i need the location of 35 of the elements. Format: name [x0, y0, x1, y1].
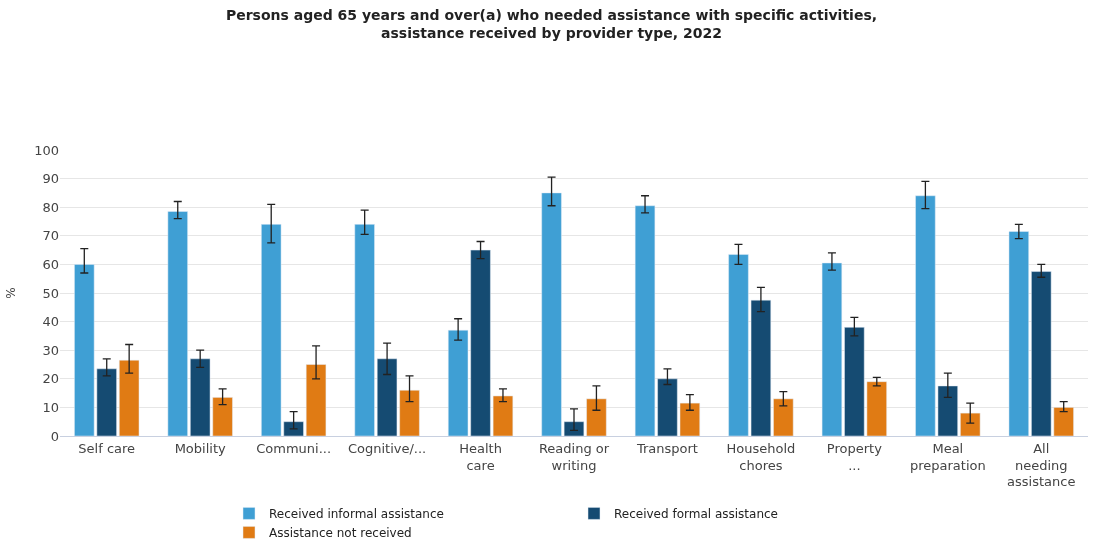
- y-tick-label: 60: [42, 256, 59, 272]
- y-tick-label: 100: [34, 142, 59, 158]
- x-tick-label: Household chores: [726, 440, 796, 473]
- x-tick-label: All needing assistance: [1007, 440, 1076, 490]
- bar: [960, 412, 981, 436]
- x-tick-label: Property ...: [826, 440, 883, 473]
- legend-label: Received informal assistance: [269, 507, 444, 522]
- x-tick-label: Meal preparation: [909, 440, 986, 473]
- bar: [119, 359, 140, 436]
- y-tick-label: 50: [42, 285, 59, 301]
- x-tick-label: Mobility: [174, 440, 226, 456]
- bar: [305, 364, 327, 436]
- y-tick-label: 20: [42, 371, 59, 387]
- x-tick-label: Self care: [78, 440, 136, 456]
- y-tick-label: 70: [42, 228, 59, 244]
- x-tick-label: Health care: [459, 440, 502, 473]
- bar: [354, 224, 375, 436]
- legend-label: Assistance not received: [269, 526, 412, 541]
- y-tick-label: 90: [42, 171, 59, 187]
- x-tick-label: Cognitive/...: [347, 440, 427, 456]
- bar: [773, 398, 794, 436]
- bar: [1008, 231, 1029, 436]
- y-axis-title: %: [4, 287, 19, 299]
- y-tick-label: 40: [42, 314, 59, 330]
- bar: [167, 211, 188, 436]
- chart-title: Persons aged 65 years and over(a) who needed assistance with specific activities, assistance received by provider type, 2022: [225, 6, 878, 41]
- bar: [821, 262, 843, 436]
- y-tick-label: 80: [42, 199, 59, 215]
- legend-label: Received formal assistance: [614, 507, 778, 522]
- y-tick-label: 30: [42, 342, 59, 358]
- x-tick-label: Reading or writing: [538, 440, 610, 473]
- y-tick-label: 0: [50, 428, 59, 444]
- x-tick-label: Communi...: [256, 440, 332, 456]
- x-tick-label: Transport: [635, 440, 698, 456]
- y-tick-label: 10: [42, 399, 59, 415]
